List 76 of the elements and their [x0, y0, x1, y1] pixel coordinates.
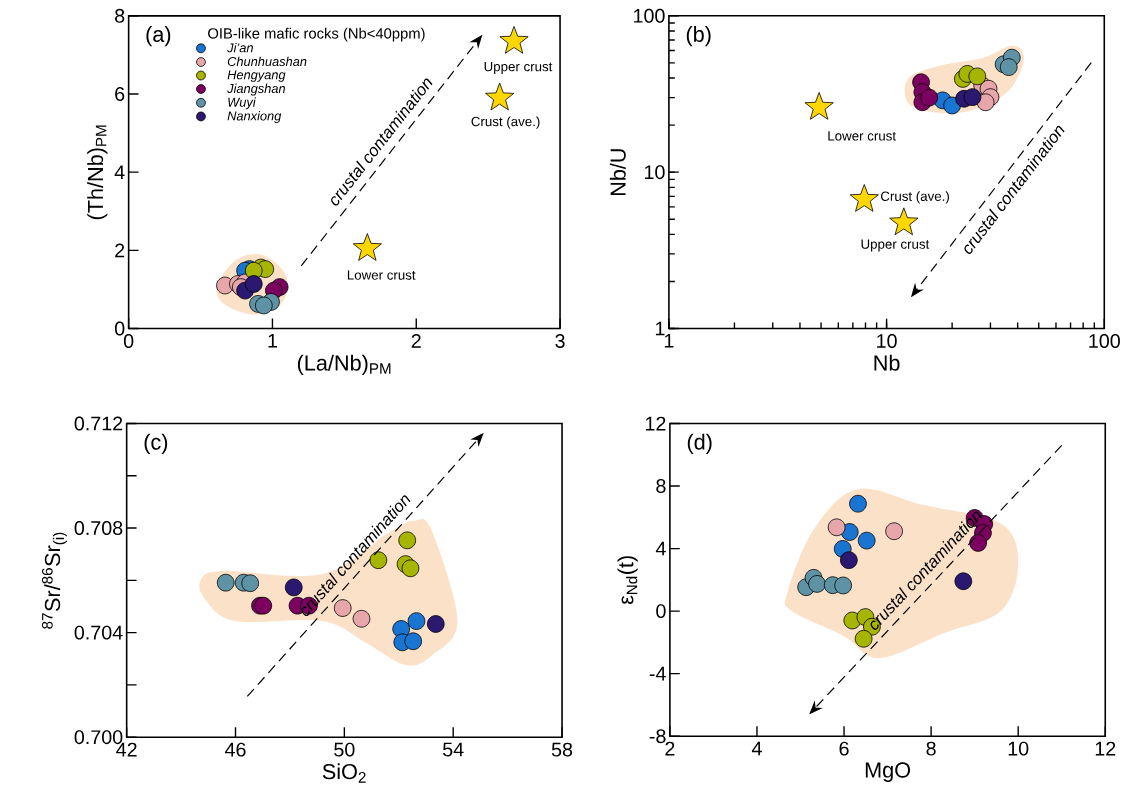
y-tick-label: 10: [644, 164, 665, 179]
point: [854, 629, 873, 648]
annotation: Lower crust: [828, 131, 896, 141]
y-tick-label: 8: [115, 8, 125, 23]
point: [827, 518, 846, 536]
point: [485, 82, 515, 111]
point: [216, 573, 235, 592]
y-tick-label: 2: [115, 243, 125, 258]
y-tick-label: 8: [656, 478, 666, 493]
x-axis-title: MgO: [865, 762, 911, 782]
y-tick-label: 0: [656, 603, 666, 618]
legend-label: Jiangshan: [227, 83, 285, 96]
x-tick-label: 12: [1095, 741, 1116, 756]
legend-label: Chunhuashan: [227, 56, 307, 66]
x-axis-title: SiO$_{2}$: [322, 763, 366, 783]
y-tick-label: 4: [114, 165, 125, 179]
point: [849, 494, 867, 513]
x-tick-label: 8: [926, 741, 936, 756]
y-tick-label: 100: [634, 8, 665, 23]
point: [352, 609, 371, 628]
point: [499, 25, 529, 54]
legend-label: Hengyang: [227, 70, 286, 82]
y-tick-label: 0: [114, 321, 125, 336]
point: [407, 612, 426, 630]
x-axis-title: Nb: [874, 354, 900, 371]
x-tick-label: 54: [443, 742, 464, 757]
annotation: Upper crust: [484, 61, 553, 74]
y-tick-label: -8: [649, 729, 666, 743]
x-tick-label: 6: [839, 741, 849, 756]
y-axis-title: Nb/U: [609, 148, 626, 195]
point: [885, 522, 903, 540]
x-tick-label: 10: [877, 333, 897, 348]
x-tick-label: 100: [1089, 333, 1120, 348]
x-tick-label: 1: [268, 333, 277, 348]
y-tick-label: 0.712: [74, 416, 123, 431]
point: [808, 574, 826, 593]
annotation: Crust (ave.): [471, 116, 540, 129]
point: [255, 296, 273, 315]
point: [352, 232, 382, 261]
y-axis-title: (Th/Nb)$_{PM}$: [87, 125, 108, 220]
annotation: (a): [146, 25, 171, 47]
y-axis-title: $^{87}$Sr/$^{86}$Sr$_{(i)}$: [41, 532, 68, 629]
x-tick-label: 3: [555, 333, 565, 348]
x-tick-label: 50: [334, 742, 355, 757]
x-tick-label: 4: [751, 741, 762, 755]
legend-label: Ji’an: [227, 42, 253, 53]
y-tick-label: 1: [655, 321, 665, 336]
legend-label: Wuyi: [228, 97, 256, 110]
y-tick-label: 4: [655, 541, 666, 556]
point: [857, 531, 876, 550]
y-tick-label: 0.708: [74, 520, 123, 535]
annotation: (b): [686, 25, 711, 47]
y-axis-title: ε$_{Nd}$(t): [617, 555, 638, 604]
point: [404, 632, 422, 650]
y-tick-label: 0.704: [74, 625, 123, 640]
annotation: Upper crust: [861, 239, 930, 252]
point: [834, 576, 852, 595]
x-tick-label: 2: [411, 333, 421, 348]
x-axis-title: (La/Nb)$_{PM}$: [297, 354, 391, 375]
x-tick-label: 10: [1008, 741, 1029, 756]
legend-title: OIB-like mafic rocks (Nb<40ppm): [208, 27, 425, 42]
point: [426, 614, 445, 633]
y-tick-label: 6: [115, 86, 125, 101]
annotation: (c): [144, 433, 168, 454]
x-tick-label: 58: [551, 742, 573, 757]
annotation: Crust (ave.): [880, 190, 949, 204]
y-tick-label: -4: [649, 666, 666, 681]
x-tick-label: 46: [224, 742, 246, 757]
point: [241, 574, 260, 592]
annotation: Lower crust: [347, 270, 416, 280]
legend-label: Nanxiong: [227, 110, 282, 123]
annotation: (d): [687, 433, 712, 454]
y-tick-label: 12: [645, 416, 666, 431]
point: [254, 596, 273, 615]
point: [840, 551, 858, 569]
y-tick-label: 0.700: [74, 729, 123, 744]
